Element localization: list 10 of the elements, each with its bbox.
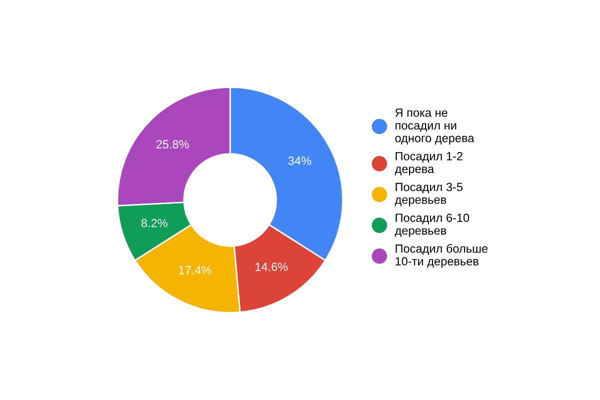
data-label: 17.4%	[179, 266, 212, 274]
data-label: 14.6%	[256, 262, 288, 272]
data-label: 34%	[288, 156, 312, 165]
legend-label: Посадил больше 10-ти деревьев	[396, 244, 488, 268]
legend-label: Посадил 3-5 деревьев	[394, 182, 463, 206]
legend-label: Я пока не посадил ни одного дерева	[395, 108, 474, 145]
data-label: 8.2%	[141, 218, 168, 228]
legend-label: Посадил 1-2 дерева	[394, 152, 462, 176]
data-label: 25.8%	[156, 140, 189, 148]
legend-label: Посадил 6-10 деревьев	[394, 214, 470, 238]
